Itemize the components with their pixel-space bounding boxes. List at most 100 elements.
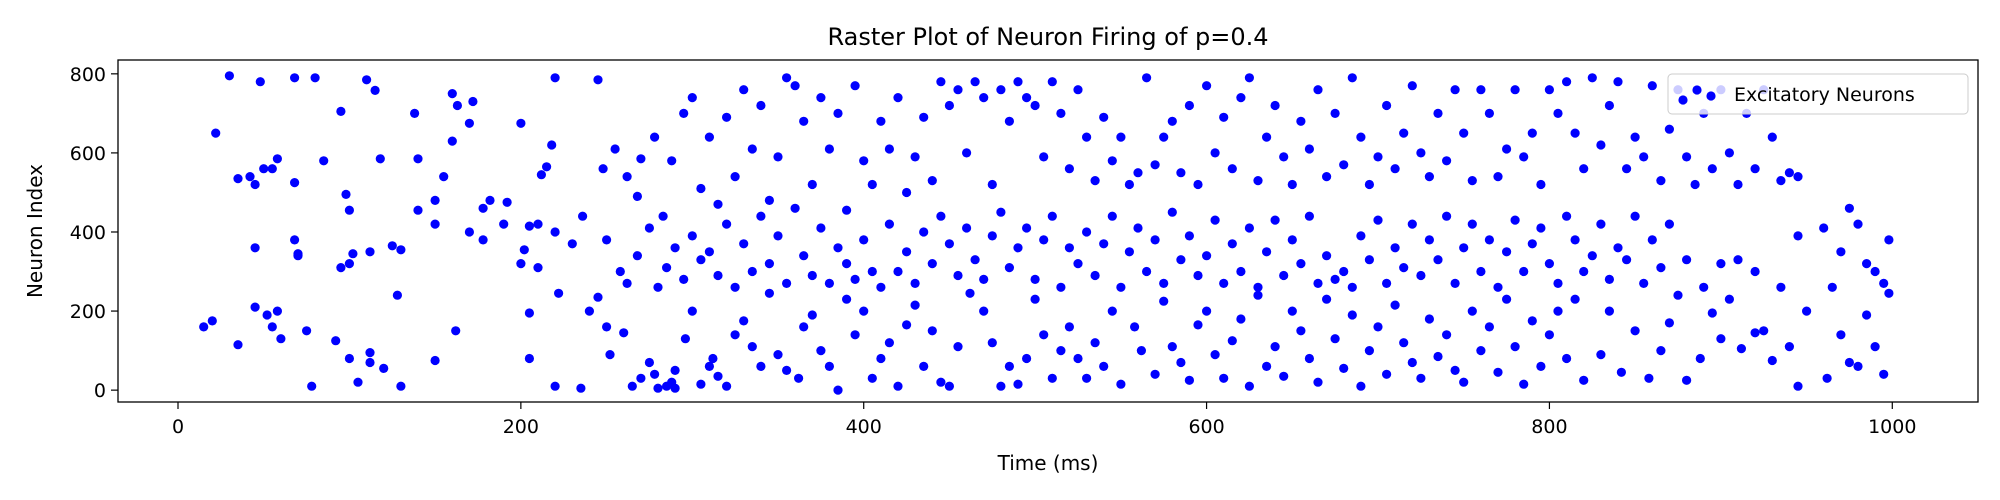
spike-point bbox=[1056, 108, 1066, 118]
spike-point bbox=[1733, 179, 1743, 190]
spike-point bbox=[1510, 342, 1520, 352]
spike-point bbox=[447, 136, 457, 146]
spike-point bbox=[392, 290, 402, 300]
spike-point bbox=[1330, 334, 1340, 344]
spike-point bbox=[653, 282, 663, 292]
spike-point bbox=[713, 371, 723, 381]
spike-point bbox=[927, 176, 937, 186]
spike-point bbox=[1536, 361, 1546, 371]
spike-point bbox=[272, 154, 282, 164]
spike-point bbox=[1210, 350, 1220, 360]
spike-point bbox=[1296, 116, 1306, 126]
spike-point bbox=[1382, 100, 1392, 111]
spike-point bbox=[567, 239, 577, 249]
spike-point bbox=[1150, 235, 1160, 245]
spike-point bbox=[1013, 379, 1023, 389]
spike-point bbox=[876, 353, 886, 364]
spike-point bbox=[859, 235, 869, 245]
y-tick-label: 200 bbox=[70, 301, 106, 323]
spike-point bbox=[708, 353, 718, 364]
spike-point bbox=[1587, 251, 1597, 261]
spike-point bbox=[365, 357, 375, 368]
spike-point bbox=[1390, 164, 1400, 174]
spike-point bbox=[816, 346, 826, 356]
spike-point bbox=[1562, 211, 1572, 221]
spike-point bbox=[1596, 350, 1606, 360]
spike-point bbox=[550, 381, 560, 391]
spike-point bbox=[764, 259, 775, 269]
spike-point bbox=[1682, 152, 1692, 162]
spike-point bbox=[1296, 259, 1306, 269]
spike-point bbox=[451, 326, 461, 336]
spike-point bbox=[807, 179, 817, 190]
spike-point bbox=[584, 306, 595, 316]
spike-point bbox=[739, 85, 749, 95]
y-tick-label: 400 bbox=[70, 222, 106, 244]
spike-point bbox=[1707, 164, 1717, 174]
spike-point bbox=[622, 172, 632, 182]
spike-point bbox=[485, 195, 495, 205]
spike-point bbox=[884, 219, 895, 229]
spike-point bbox=[1656, 176, 1666, 186]
spike-point bbox=[1330, 108, 1340, 118]
spike-point bbox=[1776, 282, 1786, 292]
spike-point bbox=[413, 205, 423, 215]
spike-point bbox=[1167, 207, 1177, 217]
spike-point bbox=[953, 270, 963, 281]
spike-point bbox=[1279, 152, 1289, 162]
spike-point bbox=[1099, 361, 1109, 371]
spike-point bbox=[250, 179, 260, 190]
spike-point bbox=[1767, 132, 1777, 142]
spike-point bbox=[816, 93, 826, 103]
spike-point bbox=[670, 383, 680, 393]
spike-point bbox=[1202, 81, 1212, 91]
spike-point bbox=[1090, 176, 1100, 186]
spike-point bbox=[259, 164, 269, 174]
spike-point bbox=[1870, 342, 1880, 352]
spike-point bbox=[1664, 318, 1674, 328]
spike-point bbox=[1082, 132, 1092, 142]
spike-point bbox=[1733, 255, 1743, 265]
spike-point bbox=[1579, 164, 1589, 174]
spike-point bbox=[542, 162, 552, 172]
spike-point bbox=[919, 227, 929, 237]
spike-point bbox=[1630, 326, 1640, 336]
spike-point bbox=[833, 385, 843, 395]
spike-point bbox=[379, 363, 389, 373]
spike-point bbox=[1124, 247, 1134, 257]
spike-point bbox=[962, 148, 972, 158]
x-tick-label: 200 bbox=[503, 416, 539, 438]
spike-point bbox=[1176, 357, 1186, 368]
spike-point bbox=[1296, 326, 1306, 336]
spike-point bbox=[632, 251, 643, 261]
spike-point bbox=[1107, 306, 1117, 316]
spike-point bbox=[1390, 243, 1400, 253]
spike-point bbox=[1142, 73, 1152, 83]
spike-point bbox=[965, 288, 975, 298]
spike-point bbox=[1064, 243, 1074, 253]
spike-point bbox=[794, 373, 804, 383]
spike-point bbox=[996, 207, 1006, 217]
spike-point bbox=[799, 322, 809, 332]
spike-point bbox=[502, 197, 512, 207]
spike-point bbox=[1433, 255, 1443, 265]
spike-point bbox=[430, 219, 440, 229]
spike-point bbox=[341, 189, 351, 199]
x-tick-label: 600 bbox=[1188, 416, 1224, 438]
spike-point bbox=[1604, 100, 1614, 111]
spike-point bbox=[893, 381, 903, 391]
spike-point bbox=[1884, 235, 1894, 245]
spike-point bbox=[867, 266, 877, 277]
spike-point bbox=[1544, 85, 1554, 95]
spike-point bbox=[1793, 172, 1803, 182]
spike-point bbox=[704, 361, 715, 371]
spike-point bbox=[1467, 176, 1477, 186]
spike-point bbox=[1107, 156, 1117, 166]
spike-point bbox=[365, 247, 375, 257]
spike-point bbox=[1210, 215, 1220, 225]
spike-point bbox=[687, 306, 697, 316]
spike-point bbox=[468, 96, 478, 107]
spike-point bbox=[687, 93, 697, 103]
spike-point bbox=[1236, 93, 1246, 103]
